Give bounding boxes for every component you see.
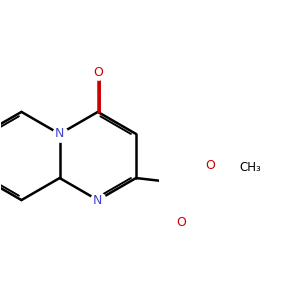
Text: O: O [93, 66, 103, 79]
Text: N: N [55, 128, 64, 140]
Text: N: N [93, 194, 103, 207]
Text: O: O [206, 159, 215, 172]
Text: CH₃: CH₃ [240, 160, 262, 173]
Text: O: O [176, 216, 186, 229]
